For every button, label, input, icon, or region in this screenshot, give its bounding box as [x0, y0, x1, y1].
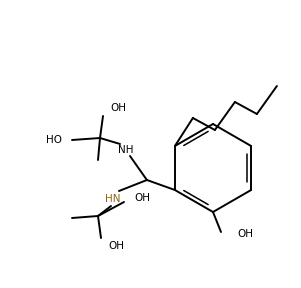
Text: NH: NH — [118, 145, 134, 155]
Text: OH: OH — [110, 103, 126, 113]
Text: HN: HN — [105, 194, 121, 204]
Text: OH: OH — [134, 193, 150, 203]
Text: OH: OH — [237, 229, 253, 239]
Text: HO: HO — [46, 135, 62, 145]
Text: OH: OH — [108, 241, 124, 251]
